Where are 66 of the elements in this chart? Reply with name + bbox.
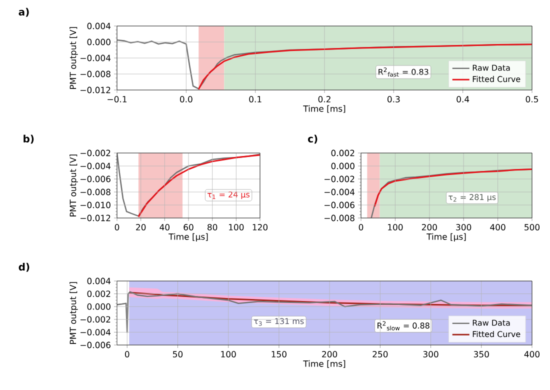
- x-tick-label: 60: [184, 224, 194, 230]
- x-tick-label: 0: [124, 351, 130, 358]
- x-tick-label: 100: [221, 351, 236, 358]
- x-tick-label: 20: [136, 224, 146, 230]
- x-tick-label: 0.2: [318, 96, 330, 102]
- y-tick-label: 0.004: [87, 278, 111, 284]
- y-tick-label: −0.004: [80, 329, 111, 336]
- y-axis-title: PMT output [V]: [70, 282, 78, 344]
- y-tick-label: −0.004: [80, 54, 111, 62]
- text: a): [18, 8, 29, 17]
- y-tick-label: −0.008: [324, 214, 354, 222]
- y-tick-label: 0.000: [87, 38, 110, 46]
- x-tick-label: 400: [490, 224, 506, 230]
- y-tick-label: −0.010: [80, 202, 110, 208]
- x-tick-label: 400: [524, 351, 540, 358]
- x-tick-label: 80: [208, 224, 218, 230]
- x-axis-title: Time [ms]: [303, 360, 346, 368]
- x-tick-label: 0.3: [388, 96, 400, 102]
- x-tick-label: 200: [422, 224, 437, 230]
- x-tick-label: 500: [524, 224, 540, 230]
- y-tick-label: −0.002: [80, 150, 110, 156]
- y-tick-label: −0.004: [324, 188, 355, 196]
- x-tick-label: 50: [173, 351, 183, 358]
- text: b): [24, 134, 34, 144]
- x-tick-label: 350: [474, 351, 489, 358]
- x-tick-label: 300: [456, 224, 472, 230]
- x-tick-label: 150: [272, 351, 286, 358]
- x-tick-label: 0.5: [526, 96, 538, 102]
- x-tick-label: 200: [322, 351, 338, 358]
- x-tick-label: 250: [372, 351, 388, 358]
- x-tick-label: 300: [423, 351, 438, 358]
- y-tick-label: −0.012: [80, 86, 110, 94]
- y-tick-label: −0.004: [80, 162, 111, 170]
- y-tick-label: 0.002: [331, 150, 354, 156]
- x-tick-label: 0.4: [456, 96, 470, 102]
- y-tick-label: −0.006: [80, 342, 110, 348]
- x-tick-label: 0.0: [180, 96, 192, 102]
- y-tick-label: −0.002: [80, 316, 110, 323]
- y-tick-label: −0.002: [324, 176, 354, 182]
- y-tick-label: −0.006: [324, 202, 354, 208]
- chart-title: c): [308, 134, 318, 144]
- x-tick-label: 0.1: [249, 96, 262, 102]
- x-tick-label: 100: [229, 224, 244, 230]
- y-tick-label: 0.002: [87, 290, 110, 298]
- x-tick-label: −0.1: [108, 96, 127, 102]
- x-tick-label: 0: [114, 224, 120, 230]
- x-axis-title: Time [µs]: [426, 233, 466, 242]
- y-tick-label: −0.012: [80, 214, 110, 222]
- x-tick-label: 0: [358, 224, 364, 230]
- y-axis-title: PMT output [V]: [70, 27, 78, 89]
- line-series: [117, 291, 532, 333]
- y-tick-label: −0.008: [80, 70, 110, 78]
- x-tick-label: 40: [160, 224, 170, 230]
- y-tick-label: 0.000: [331, 162, 354, 170]
- line-series: [198, 44, 532, 90]
- x-tick-label: 120: [252, 224, 268, 230]
- line-series: [374, 168, 532, 208]
- y-axis-title: PMT output [V]: [70, 154, 78, 216]
- y-tick-label: 0.004: [87, 22, 111, 30]
- x-axis-title: Time [µs]: [168, 233, 208, 242]
- y-tick-label: −0.006: [80, 176, 110, 182]
- x-axis-title: Time [ms]: [303, 105, 346, 113]
- x-tick-label: 100: [388, 224, 403, 230]
- y-tick-label: 0.000: [87, 303, 110, 310]
- y-tick-label: −0.008: [80, 188, 110, 196]
- text: d): [18, 262, 30, 272]
